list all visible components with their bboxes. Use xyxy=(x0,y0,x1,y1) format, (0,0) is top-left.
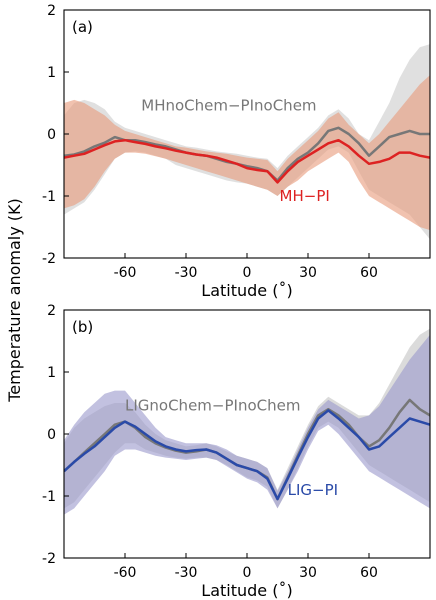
panel-a-y-tick-label: -1 xyxy=(42,189,56,205)
panel-b-y-tick-label: 2 xyxy=(47,303,56,319)
panel-b-x-tick-label: 30 xyxy=(299,565,317,581)
panel-b-x-tick-label: -30 xyxy=(175,565,198,581)
panel-a-band-1 xyxy=(64,75,430,231)
panel-b-band-1 xyxy=(64,334,430,515)
y-axis-label: Temperature anomaly (K) xyxy=(5,198,24,403)
panel-b-line-1 xyxy=(64,409,430,501)
panel-a-x-tick-label: 0 xyxy=(243,265,252,281)
panel-b-y-tick-label: -2 xyxy=(42,551,56,567)
panel-a-annotation-mh-pi: MH−PI xyxy=(280,187,330,205)
panel-a: -60 -30 0 30 60 -2 -1 0 1 2 (a) Latitude (˚) MHno… xyxy=(42,3,431,300)
panel-a-y-tick-label: 1 xyxy=(47,65,56,81)
panel-a-y-tick-label: -2 xyxy=(42,251,56,267)
panel-b-x-axis-label: Latitude (˚) xyxy=(201,581,292,600)
panel-b-x-tick-label: 0 xyxy=(243,565,252,581)
panel-a-x-tick-label: 60 xyxy=(360,265,378,281)
panel-b-annotation-nochem: LIGnoChem−PInoChem xyxy=(125,396,300,414)
panel-a-annotation-nochem: MHnoChem−PInoChem xyxy=(141,96,316,114)
panel-b-y-tick-label: -1 xyxy=(42,489,56,505)
panel-a-y-tick-label: 0 xyxy=(47,127,56,143)
panel-a-x-tick-label: -30 xyxy=(175,265,198,281)
panel-b-annotation-lig-pi: LIG−PI xyxy=(288,481,338,499)
panel-b-y-tick-label: 0 xyxy=(47,427,56,443)
panel-b-x-tick-label: -60 xyxy=(114,565,137,581)
panel-a-x-axis-label: Latitude (˚) xyxy=(201,281,292,300)
panel-a-label: (a) xyxy=(72,18,93,36)
panel-b-y-tick-label: 1 xyxy=(47,365,56,381)
panel-a-y-tick-label: 2 xyxy=(47,3,56,19)
panel-b: -60 -30 0 30 60 -2 -1 0 1 2 (b) Latitude (˚) LIGn… xyxy=(42,303,431,600)
panel-a-line-1 xyxy=(64,138,430,184)
panel-b-label: (b) xyxy=(72,318,93,336)
panel-b-x-tick-label: 60 xyxy=(360,565,378,581)
panel-a-x-tick-label: -60 xyxy=(114,265,137,281)
panel-a-x-tick-label: 30 xyxy=(299,265,317,281)
